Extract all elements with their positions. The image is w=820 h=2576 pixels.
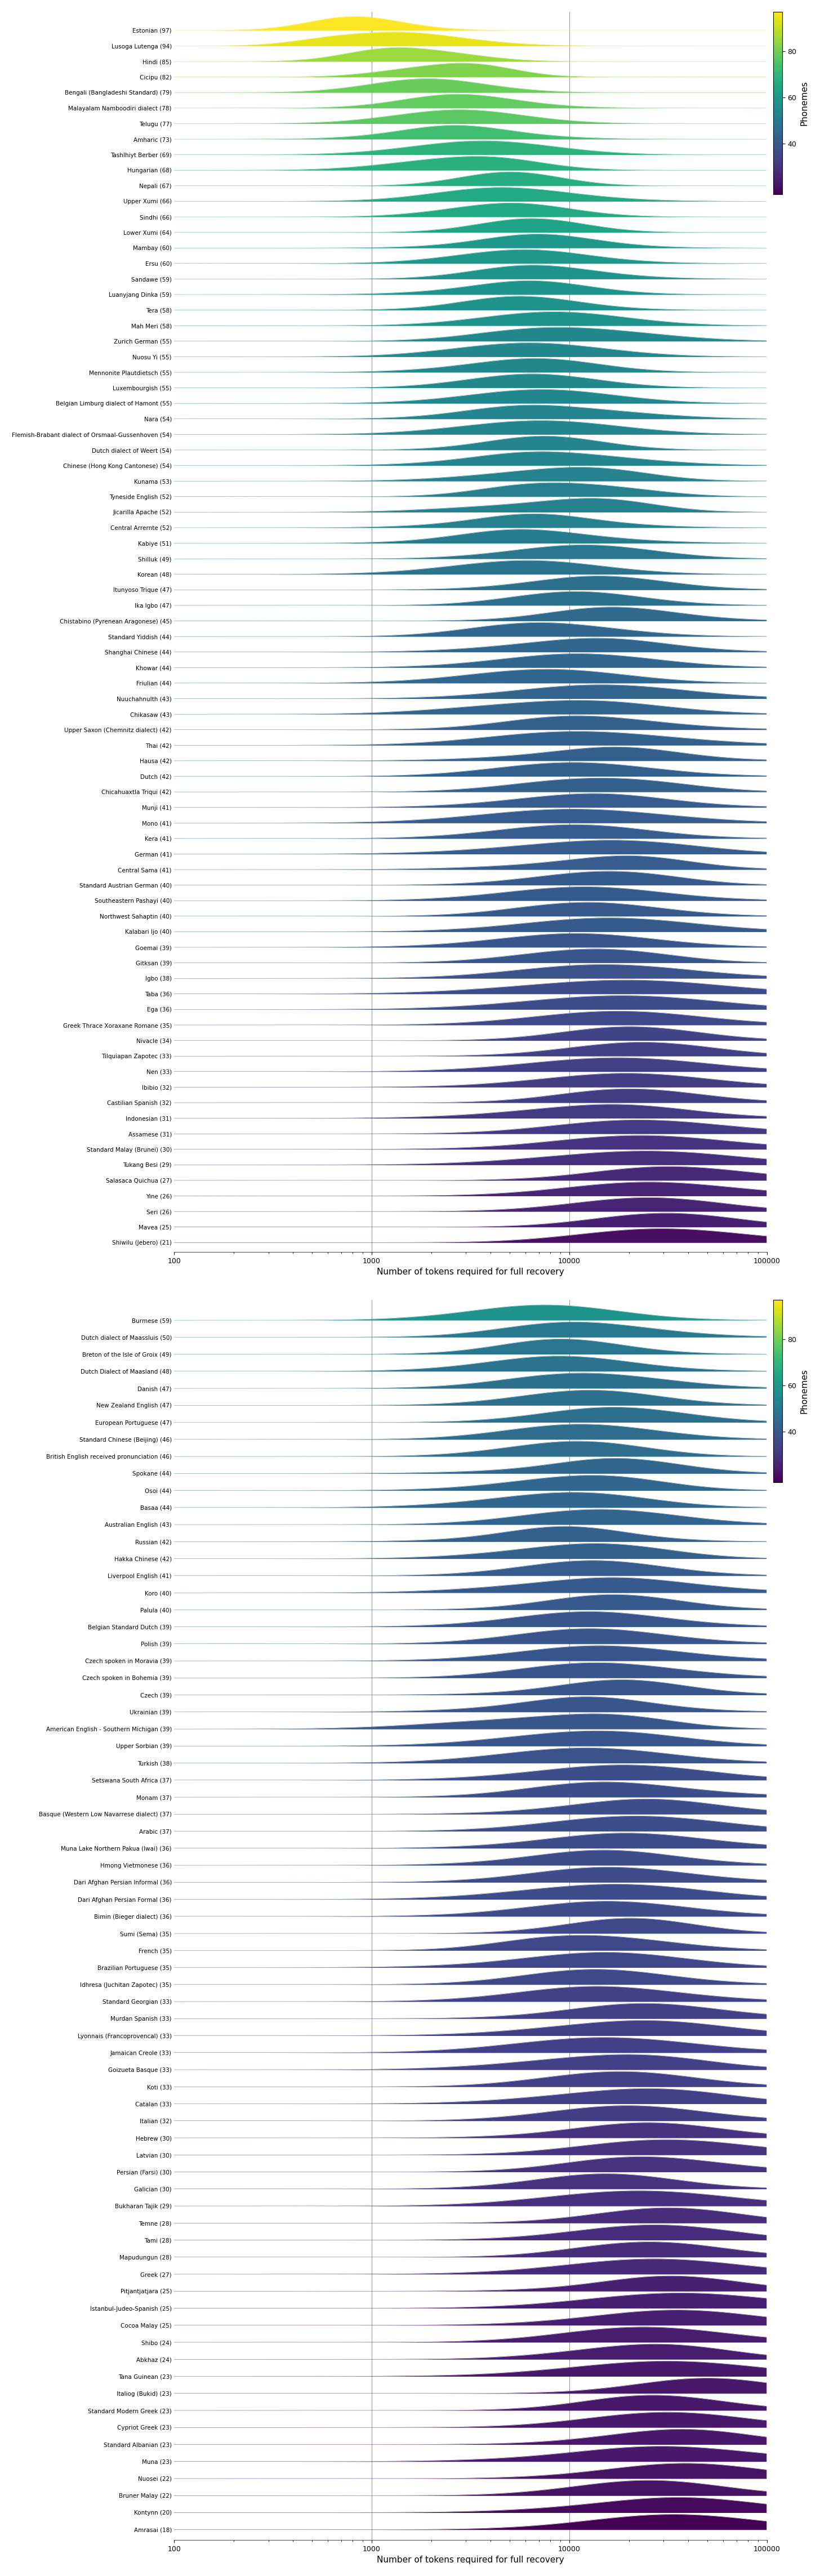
Y-axis label: Phonemes: Phonemes (800, 80, 809, 126)
X-axis label: Number of tokens required for full recovery: Number of tokens required for full recov… (377, 1267, 564, 1275)
Y-axis label: Phonemes: Phonemes (800, 1368, 809, 1414)
X-axis label: Number of tokens required for full recovery: Number of tokens required for full recov… (377, 2555, 564, 2563)
